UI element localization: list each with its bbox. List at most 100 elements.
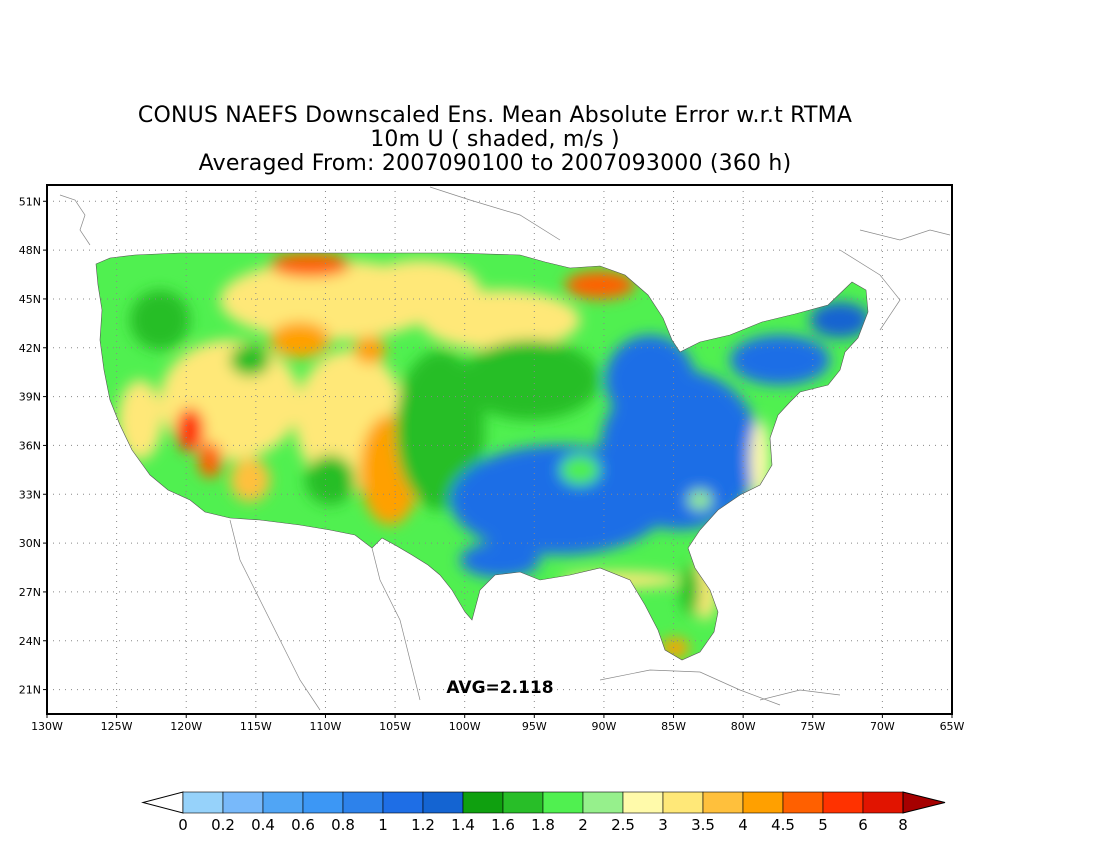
- field-region-31: [680, 565, 700, 615]
- coastline-5: [371, 547, 421, 701]
- lon-tick-label-70W: 70W: [870, 720, 895, 733]
- field-region-18: [460, 340, 600, 420]
- colorbar-label-1: 0.2: [211, 816, 235, 834]
- lat-tick-label-21N: 21N: [19, 684, 41, 697]
- field-region-11: [230, 458, 270, 502]
- title-line-3: Averaged From: 2007090100 to 2007093000 …: [198, 151, 792, 176]
- field-region-26: [688, 490, 712, 510]
- coastline-0: [59, 194, 91, 246]
- colorbar-label-15: 4.5: [771, 816, 795, 834]
- lat-tick-label-48N: 48N: [19, 244, 41, 257]
- colorbar-swatch-17: [862, 791, 904, 814]
- field-region-8: [270, 322, 330, 358]
- colorbar-swatch-9: [542, 791, 584, 814]
- lon-tick-label-105W: 105W: [379, 720, 411, 733]
- field-region-15: [565, 271, 635, 299]
- lon-tick-label-100W: 100W: [449, 720, 481, 733]
- lon-tick-label-130W: 130W: [31, 720, 63, 733]
- lat-tick-label-42N: 42N: [19, 342, 41, 355]
- coastline-6: [599, 669, 781, 706]
- lon-tick-label-90W: 90W: [591, 720, 616, 733]
- colorbar-label-0: 0: [178, 816, 188, 834]
- colorbar-label-8: 1.6: [491, 816, 515, 834]
- coastline-1: [429, 186, 561, 241]
- lon-tick-label-65W: 65W: [940, 720, 965, 733]
- coastline-2: [859, 229, 951, 241]
- colorbar-swatch-12: [662, 791, 704, 814]
- field-region-23: [810, 302, 868, 338]
- colorbar-over-arrow: [902, 791, 946, 814]
- colorbar-swatch-16: [822, 791, 864, 814]
- colorbar-swatch-11: [622, 791, 664, 814]
- coastline-7: [759, 689, 841, 701]
- field-region-7: [198, 442, 222, 478]
- map-frame: [46, 184, 953, 715]
- colorbar-swatch-7: [462, 791, 504, 814]
- title-line-2: 10m U ( shaded, m/s ): [370, 127, 620, 152]
- lon-tick-label-80W: 80W: [731, 720, 756, 733]
- average-label: AVG=2.118: [446, 678, 553, 698]
- field-region-24: [460, 542, 540, 578]
- lon-tick-label-120W: 120W: [170, 720, 202, 733]
- colorbar-label-13: 3.5: [691, 816, 715, 834]
- field-region-10: [118, 380, 162, 460]
- colorbar-swatch-8: [502, 791, 544, 814]
- colorbar-swatch-0: [182, 791, 224, 814]
- lat-tick-label-45N: 45N: [19, 293, 41, 306]
- lat-tick-label-39N: 39N: [19, 391, 41, 404]
- lon-tick-label-115W: 115W: [240, 720, 272, 733]
- lat-tick-label-30N: 30N: [19, 537, 41, 550]
- colorbar-label-3: 0.6: [291, 816, 315, 834]
- lat-tick-label-36N: 36N: [19, 439, 41, 452]
- colorbar-label-4: 0.8: [331, 816, 355, 834]
- field-region-25: [560, 455, 600, 485]
- title-line-1: CONUS NAEFS Downscaled Ens. Mean Absolut…: [137, 103, 853, 128]
- lat-tick-label-24N: 24N: [19, 635, 41, 648]
- field-region-21: [605, 335, 695, 425]
- field-regions: [118, 253, 868, 658]
- coastline-4: [229, 519, 321, 711]
- colorbar-label-16: 5: [818, 816, 828, 834]
- colorbar-swatch-10: [582, 791, 624, 814]
- colorbar-swatch-6: [422, 791, 464, 814]
- lon-tick-label-125W: 125W: [101, 720, 133, 733]
- colorbar-label-11: 2.5: [611, 816, 635, 834]
- lon-tick-label-110W: 110W: [310, 720, 342, 733]
- field-region-6: [176, 408, 204, 452]
- background-coastlines: [59, 186, 951, 711]
- colorbar-swatch-15: [782, 791, 824, 814]
- colorbar-swatch-2: [262, 791, 304, 814]
- field-region-30: [750, 420, 770, 500]
- shaded-field: [96, 253, 868, 660]
- lat-tick-label-51N: 51N: [19, 195, 41, 208]
- field-region-12: [305, 455, 355, 505]
- colorbar-swatch-14: [742, 791, 784, 814]
- coastline-3: [839, 249, 901, 331]
- colorbar-swatch-5: [382, 791, 424, 814]
- field-region-16: [420, 290, 580, 350]
- field-region-13: [130, 290, 190, 350]
- colorbar-label-2: 0.4: [251, 816, 275, 834]
- colorbar-label-5: 1: [378, 816, 388, 834]
- field-region-14: [230, 344, 270, 376]
- field-region-9: [354, 336, 386, 364]
- grid-lines: [47, 185, 952, 714]
- lon-tick-label-85W: 85W: [661, 720, 686, 733]
- field-region-2: [270, 253, 350, 277]
- colorbar-swatch-4: [342, 791, 384, 814]
- conus-outline: [95, 252, 869, 661]
- colorbar-label-17: 6: [858, 816, 868, 834]
- colorbar-label-6: 1.2: [411, 816, 435, 834]
- colorbar-label-9: 1.8: [531, 816, 555, 834]
- colorbar-swatch-3: [302, 791, 344, 814]
- lat-tick-label-27N: 27N: [19, 586, 41, 599]
- field-region-22: [730, 335, 830, 385]
- lat-tick-label-33N: 33N: [19, 488, 41, 501]
- colorbar-label-14: 4: [738, 816, 748, 834]
- colorbar-under-arrow: [141, 791, 184, 814]
- colorbar-swatch-1: [222, 791, 264, 814]
- lon-tick-label-95W: 95W: [522, 720, 547, 733]
- colorbar-label-10: 2: [578, 816, 588, 834]
- field-region-27: [560, 572, 680, 588]
